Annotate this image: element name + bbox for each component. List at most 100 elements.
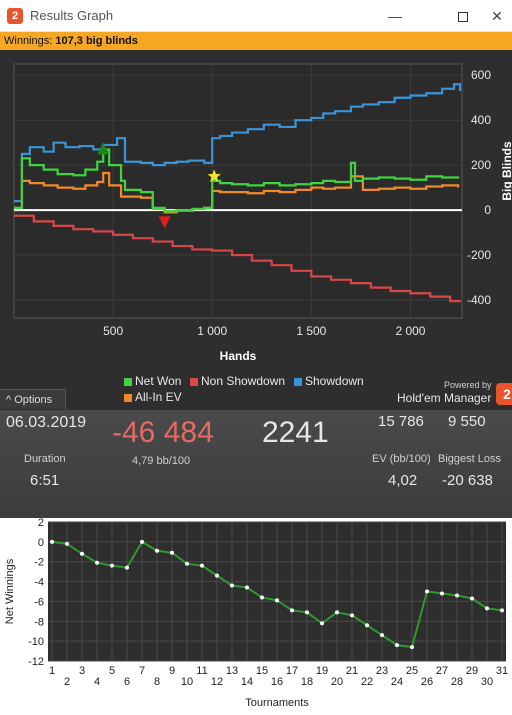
net-x-tick-label: 11 — [196, 665, 207, 677]
legend-item-net-won[interactable]: Net Won — [124, 374, 181, 388]
y-tick-label: -200 — [467, 248, 491, 262]
net-winnings-point — [335, 610, 339, 615]
net-y-tick-label: -2 — [34, 557, 44, 569]
net-x-tick-label: 2 — [64, 676, 70, 688]
y-axis-label: Big Blinds — [500, 141, 512, 201]
net-x-tick-label: 7 — [139, 665, 145, 677]
ev-value: 4,02 — [388, 472, 418, 489]
legend-item-all-in-ev[interactable]: All-In EV — [124, 390, 182, 404]
net-x-tick-label: 9 — [169, 665, 175, 677]
net-winnings-point — [65, 541, 69, 546]
net-winnings-point — [320, 621, 324, 626]
net-winnings-chart: 20-2-4-6-8-10-12123456789101112131415161… — [4, 517, 508, 709]
net-winnings-point — [110, 563, 114, 568]
net-winnings-point — [230, 583, 234, 588]
net-x-axis-label: Tournaments — [245, 697, 309, 709]
minimize-button[interactable]: — — [388, 8, 402, 24]
options-label: Options — [14, 394, 53, 406]
net-x-tick-label: 4 — [94, 676, 100, 688]
net-x-tick-label: 28 — [451, 676, 463, 688]
net-winnings-point — [395, 643, 399, 648]
all-in-ev-swatch — [124, 393, 132, 402]
y-tick-label: 200 — [471, 158, 491, 172]
net-winnings-point — [425, 589, 429, 594]
net-x-tick-label: 5 — [109, 665, 115, 677]
non-showdown-swatch — [190, 377, 198, 386]
net-y-axis-label: Net Winnings — [4, 558, 16, 624]
maximize-button[interactable] — [440, 0, 486, 32]
bb-per-100: 4,79 bb/100 — [132, 455, 191, 467]
results-chart: 500 1 000 1 500 2 000 600 400 200 0 -200 -400 Hand… — [13, 63, 512, 363]
net-y-tick-label: 2 — [38, 518, 44, 529]
duration-label: Duration — [24, 453, 66, 465]
legend-item-non-showdown[interactable]: Non Showdown — [190, 374, 285, 388]
net-x-tick-label: 15 — [256, 665, 268, 677]
net-x-tick-label: 23 — [376, 665, 388, 677]
peak-marker — [97, 142, 110, 155]
net-x-tick-label: 30 — [481, 676, 493, 688]
options-toggle[interactable]: ^ Options — [0, 389, 66, 409]
star-marker — [207, 169, 221, 183]
net-x-tick-label: 13 — [226, 665, 238, 677]
net-winnings-point — [350, 613, 354, 618]
hands-count: 2241 — [262, 416, 329, 449]
net-winnings-point — [215, 573, 219, 578]
net-y-tick-label: -10 — [28, 636, 44, 648]
legend-label: Non Showdown — [201, 374, 286, 388]
net-x-tick-label: 10 — [181, 676, 193, 688]
net-x-tick-label: 1 — [49, 665, 55, 677]
net-x-tick-label: 8 — [154, 676, 160, 688]
net-winnings-point — [485, 606, 489, 611]
net-winnings-point — [50, 539, 54, 544]
net-x-tick-label: 25 — [406, 665, 418, 677]
legend-label: All-In EV — [135, 390, 182, 404]
net-winnings-point — [140, 539, 144, 544]
series-line-non-showdown — [14, 214, 462, 303]
net-winnings-point — [290, 608, 294, 613]
net-x-tick-label: 22 — [361, 676, 373, 688]
biggest-loss-value: -20 638 — [442, 472, 493, 489]
net-winnings-point — [200, 563, 204, 568]
ev-label: EV (bb/100) — [372, 453, 431, 465]
net-y-tick-label: -12 — [28, 656, 44, 668]
net-winnings-panel: 2 0 -2 -4 -6 -8 -10 -12 1 2 3 4 5 6 7 8 9 10 11 12 13 14 15 16 1… — [0, 517, 512, 715]
winnings-banner: Winnings: 107,3 big blinds — [0, 32, 512, 50]
chevron-up-icon: ^ — [6, 394, 12, 406]
title-bar: 2 Results Graph — ✕ — [0, 0, 512, 32]
legend-item-showdown[interactable]: Showdown — [294, 374, 364, 388]
net-y-tick-label: -8 — [34, 616, 44, 628]
results-graph-panel: 500 1 000 1 500 2 000 600 400 200 0 -200 -400 Hand… — [0, 50, 512, 410]
window-title: Results Graph — [30, 8, 114, 23]
net-x-tick-label: 19 — [316, 665, 328, 677]
net-x-tick-label: 6 — [124, 676, 130, 688]
net-x-tick-label: 17 — [286, 665, 298, 677]
y-tick-label: 0 — [484, 203, 491, 217]
net-winnings-point — [500, 608, 504, 613]
net-winnings-point — [245, 585, 249, 590]
winnings-value: 107,3 big blinds — [55, 35, 138, 47]
legend-label: Net Won — [135, 374, 182, 388]
net-winnings-point — [170, 550, 174, 555]
stat-value-b: 9 550 — [448, 413, 486, 430]
net-x-tick-label: 20 — [331, 676, 343, 688]
net-winnings-point — [155, 548, 159, 553]
net-won-swatch — [124, 377, 132, 386]
legend-label: Showdown — [305, 374, 364, 388]
stat-value-a: 15 786 — [378, 413, 424, 430]
brand-logo-icon: 2 — [496, 383, 512, 405]
x-tick-label: 1 500 — [296, 324, 326, 338]
session-stats-panel: 06.03.2019 -46 484 4,79 bb/100 2241 15 7… — [0, 410, 512, 518]
net-winnings-point — [365, 623, 369, 628]
net-x-tick-label: 31 — [496, 665, 508, 677]
net-x-tick-label: 12 — [211, 676, 223, 688]
brand-name: Hold'em Manager — [397, 391, 492, 405]
net-winnings-point — [275, 598, 279, 603]
showdown-swatch — [294, 377, 302, 386]
net-winnings-point — [305, 610, 309, 615]
net-winnings-point — [260, 595, 264, 600]
y-tick-label: 600 — [471, 68, 491, 82]
plot-area — [13, 63, 463, 319]
maximize-icon — [458, 12, 468, 23]
close-button[interactable]: ✕ — [491, 8, 503, 24]
net-winnings-point — [455, 593, 459, 598]
